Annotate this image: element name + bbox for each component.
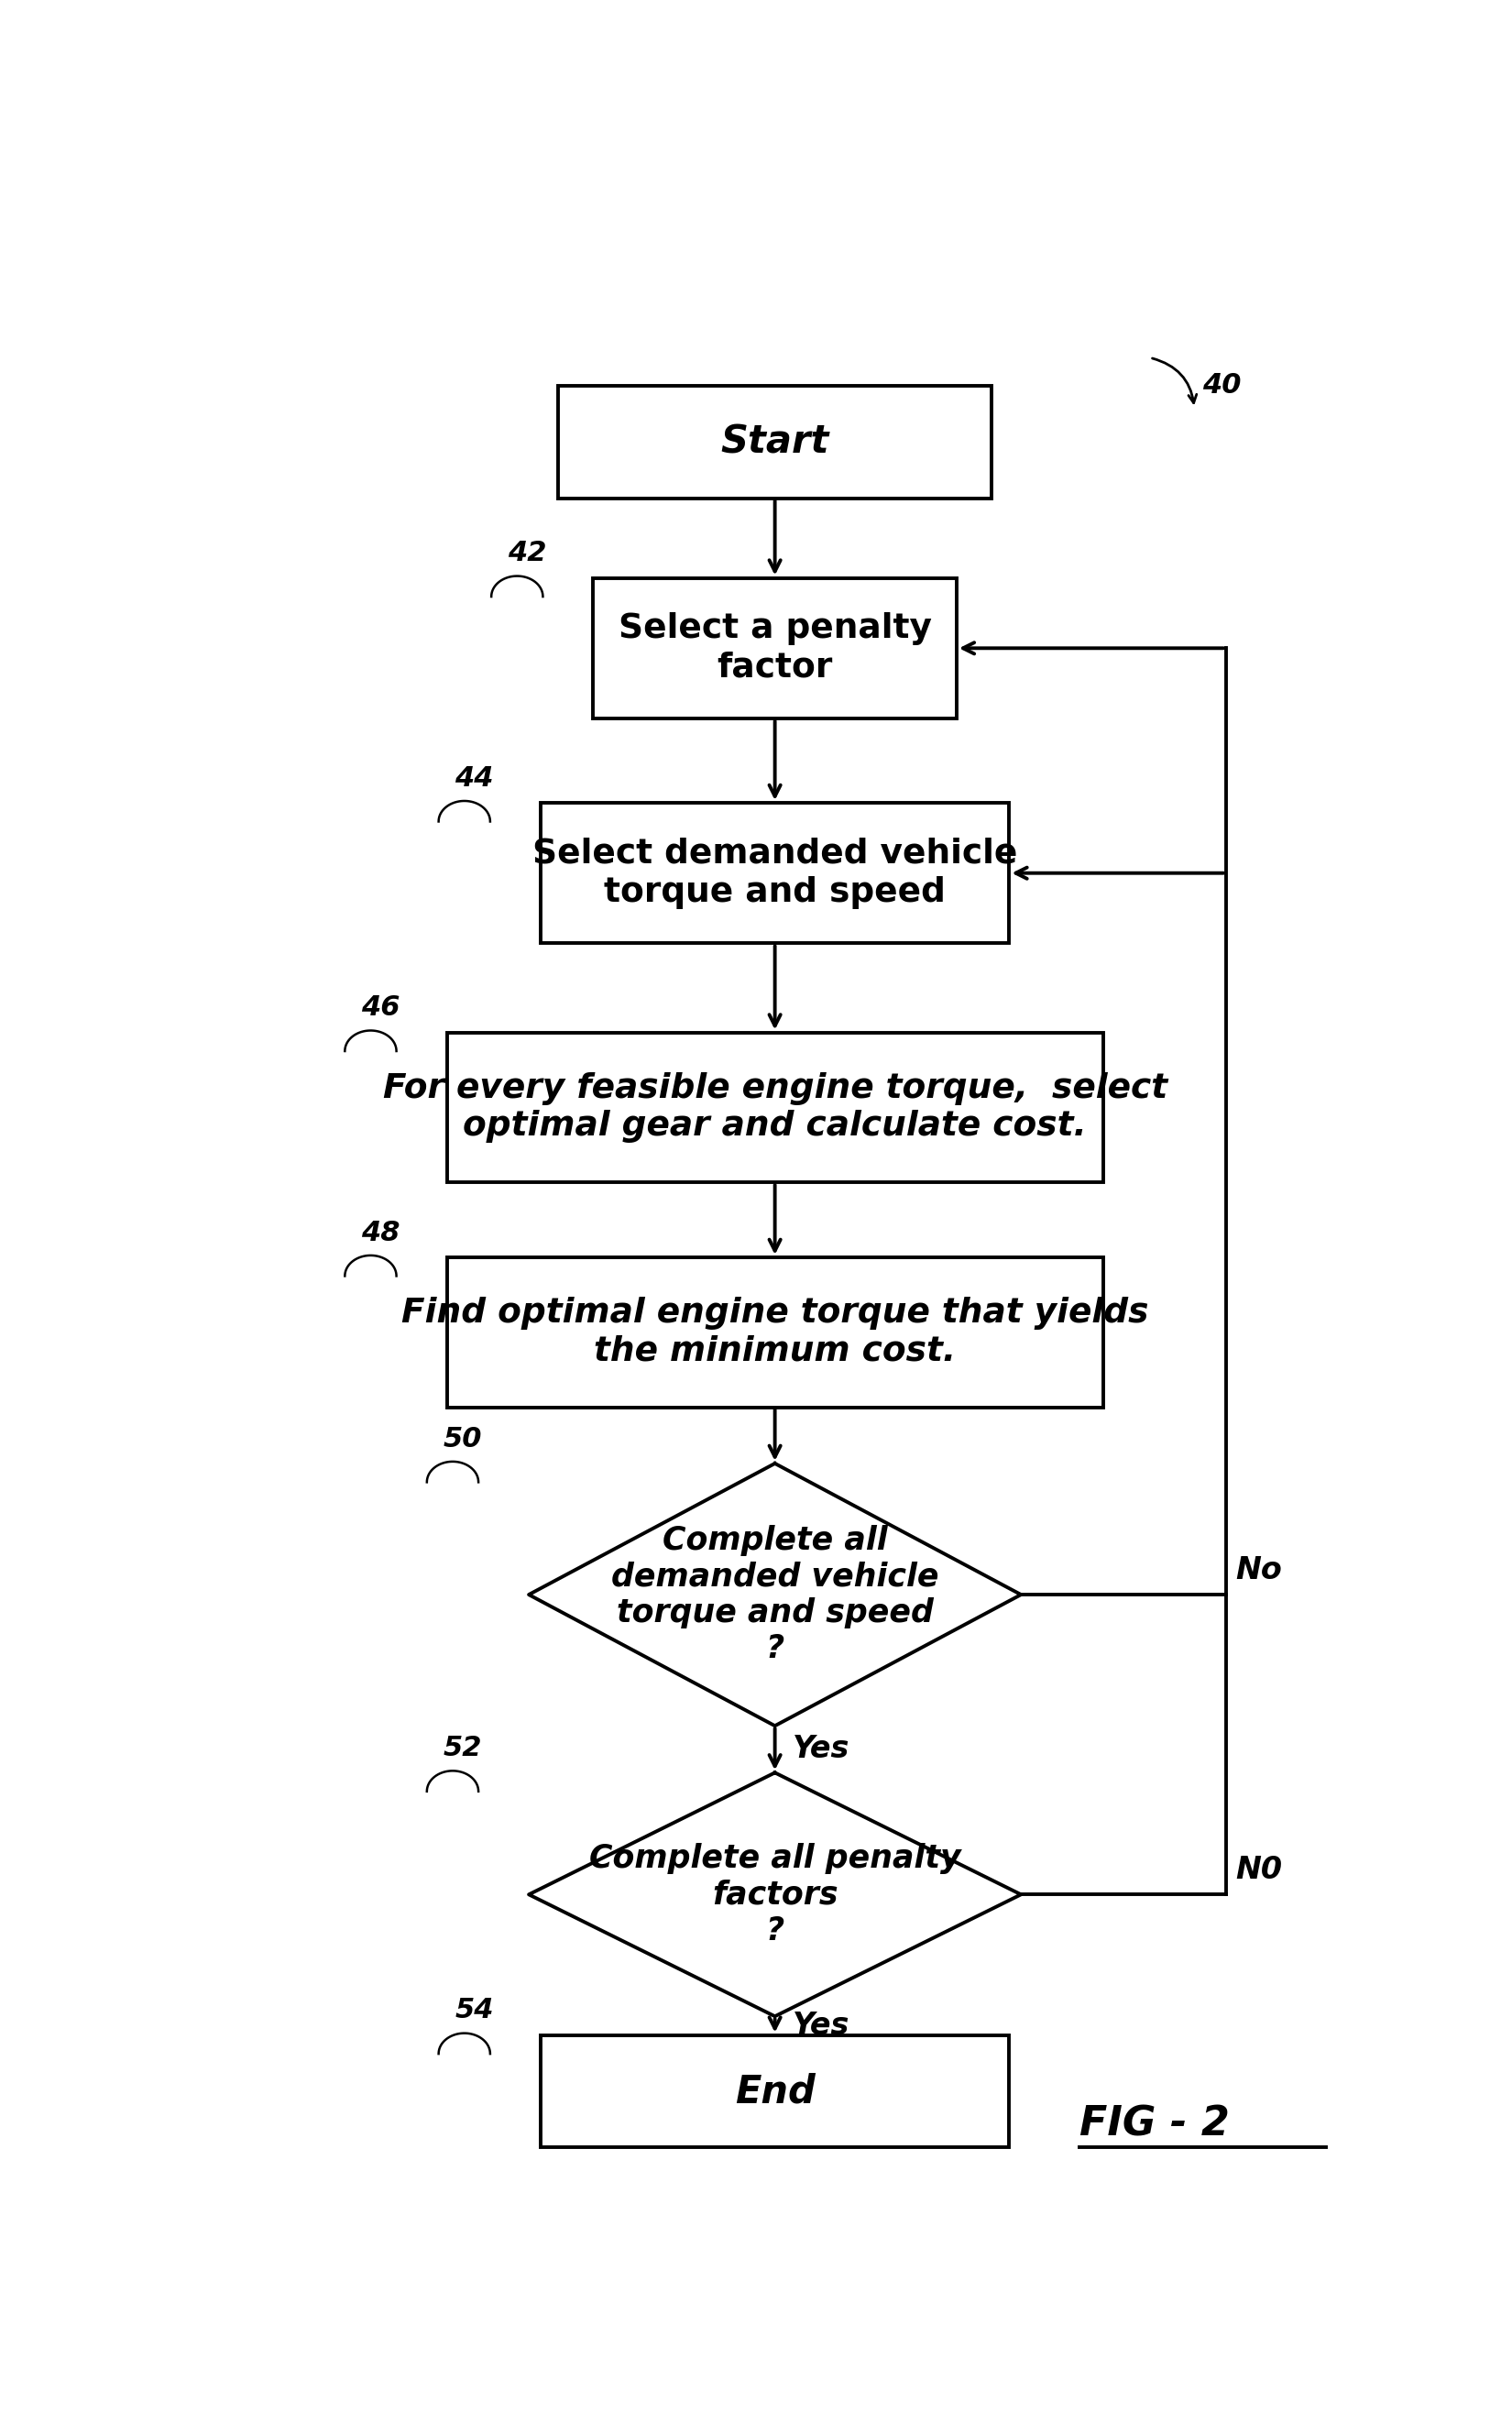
- Text: End: End: [735, 2071, 815, 2110]
- Text: FIG - 2: FIG - 2: [1080, 2105, 1229, 2144]
- Polygon shape: [529, 1772, 1021, 2015]
- Text: 46: 46: [361, 996, 399, 1022]
- Text: Select demanded vehicle
torque and speed: Select demanded vehicle torque and speed: [532, 837, 1018, 908]
- Text: For every feasible engine torque,  select
optimal gear and calculate cost.: For every feasible engine torque, select…: [383, 1071, 1167, 1144]
- Polygon shape: [529, 1463, 1021, 1726]
- Text: Complete all penalty
factors
?: Complete all penalty factors ?: [590, 1843, 960, 1947]
- FancyBboxPatch shape: [593, 577, 957, 718]
- FancyBboxPatch shape: [448, 1032, 1104, 1183]
- Text: 40: 40: [1202, 372, 1241, 399]
- Text: 48: 48: [361, 1219, 399, 1246]
- Text: 50: 50: [443, 1426, 482, 1453]
- FancyArrowPatch shape: [1152, 358, 1196, 404]
- FancyBboxPatch shape: [558, 385, 992, 499]
- Text: 42: 42: [508, 540, 546, 567]
- Text: 52: 52: [443, 1735, 482, 1762]
- Text: N0: N0: [1235, 1855, 1282, 1884]
- Text: Yes: Yes: [792, 2010, 850, 2040]
- Text: Select a penalty
factor: Select a penalty factor: [618, 613, 931, 684]
- FancyBboxPatch shape: [541, 2035, 1010, 2147]
- Text: 54: 54: [455, 1998, 493, 2023]
- Text: No: No: [1235, 1555, 1282, 1585]
- FancyBboxPatch shape: [541, 803, 1010, 944]
- Text: Start: Start: [721, 424, 829, 462]
- Text: Complete all
demanded vehicle
torque and speed
?: Complete all demanded vehicle torque and…: [611, 1524, 939, 1665]
- Text: Yes: Yes: [792, 1733, 850, 1765]
- Text: Find optimal engine torque that yields
the minimum cost.: Find optimal engine torque that yields t…: [401, 1297, 1149, 1368]
- Text: 44: 44: [455, 764, 493, 791]
- FancyBboxPatch shape: [448, 1258, 1104, 1407]
